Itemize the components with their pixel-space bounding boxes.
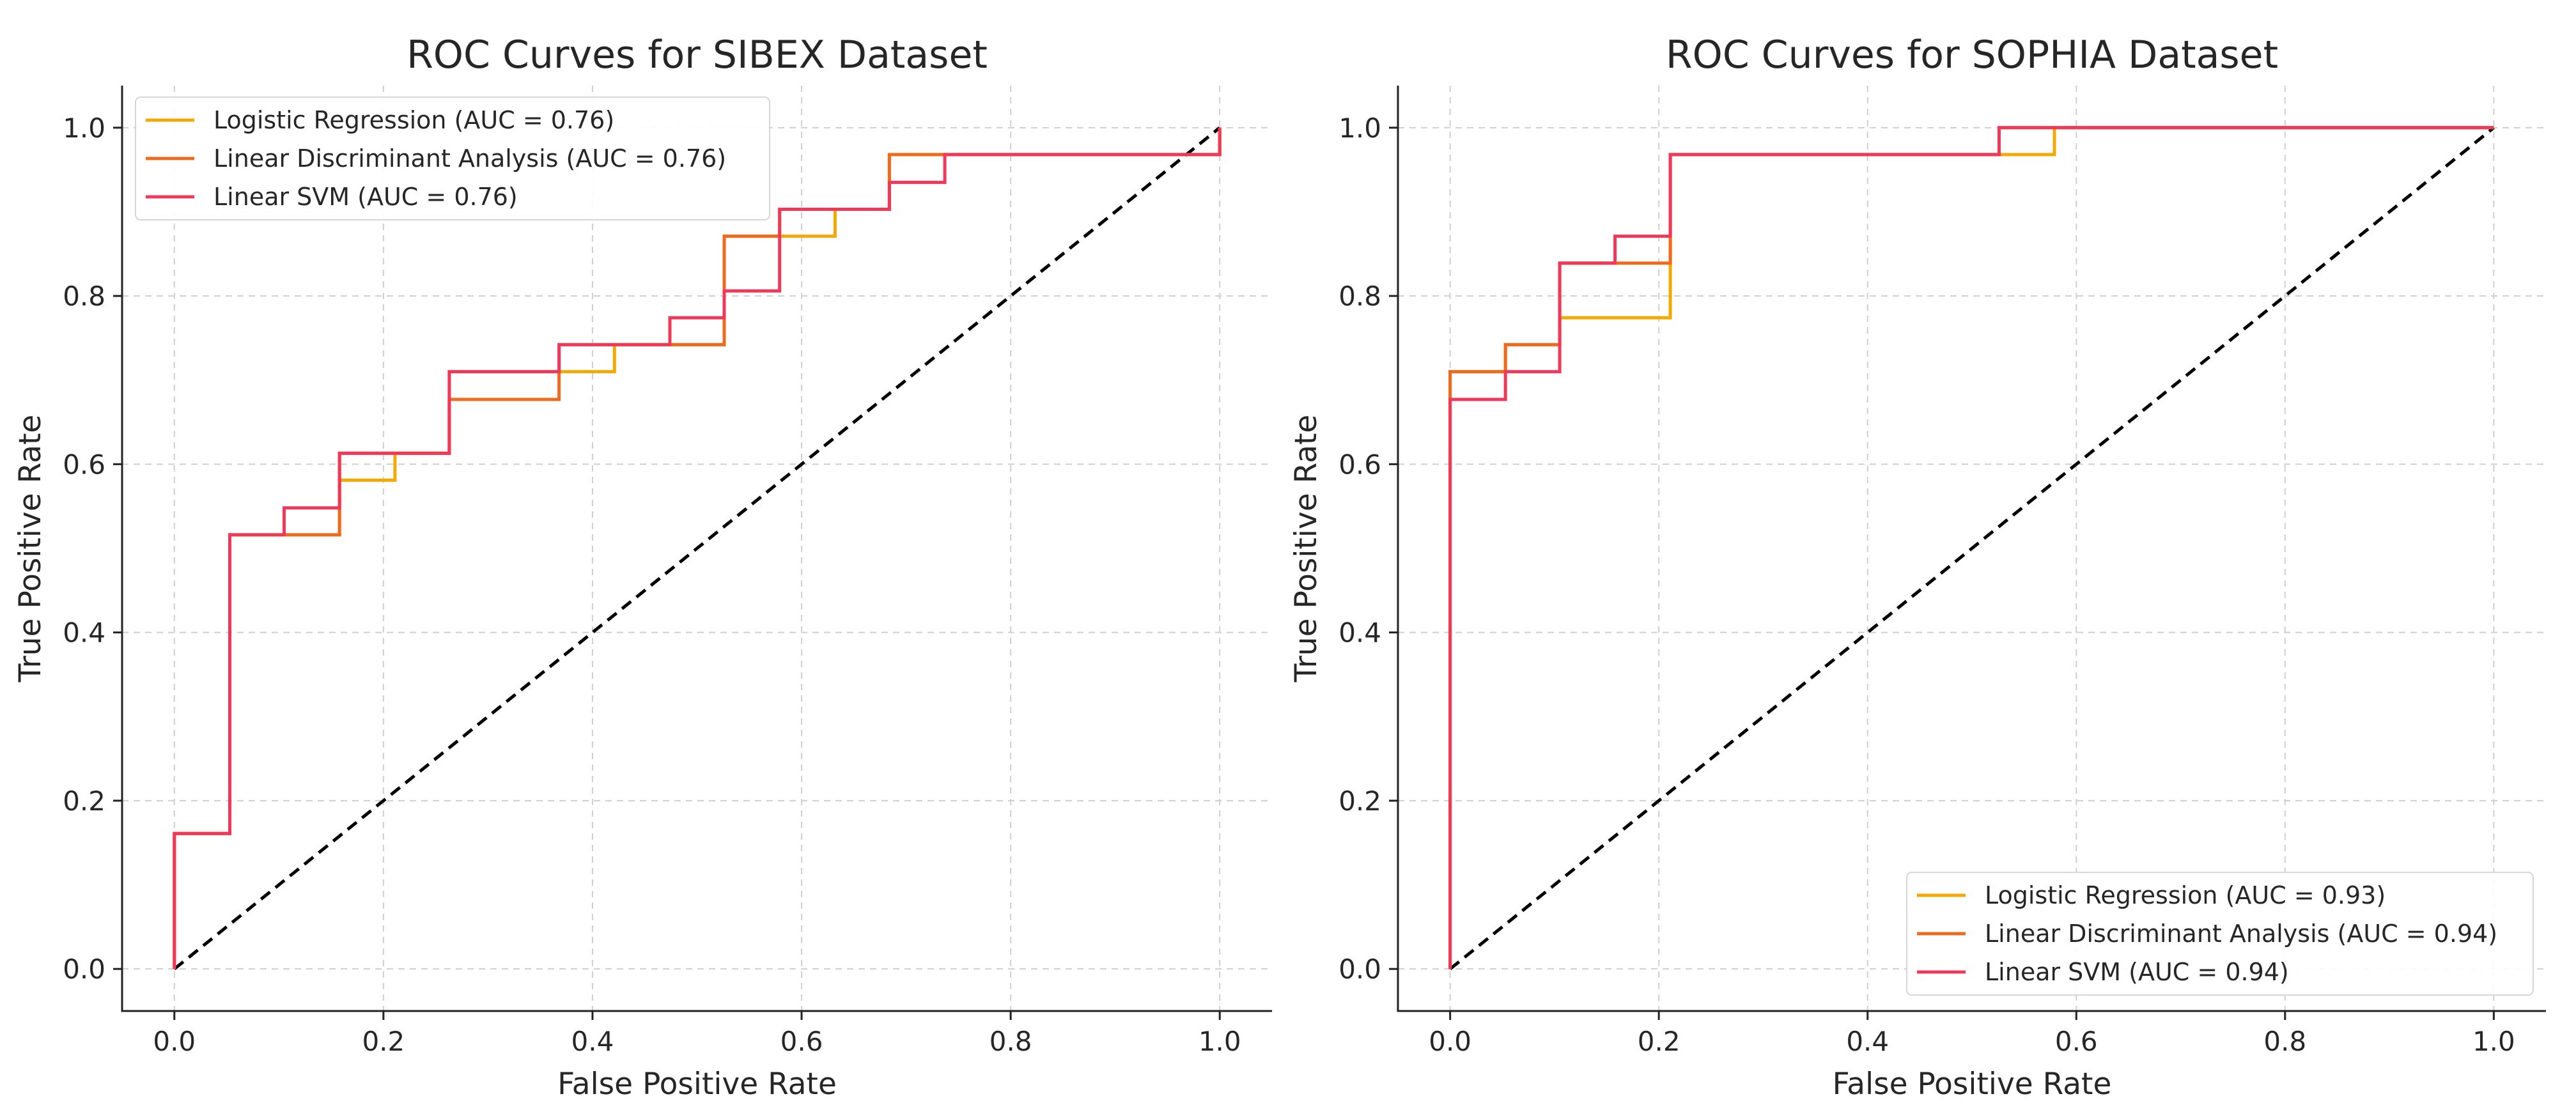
y-tick-label: 0.8: [1338, 281, 1381, 312]
legend-box: [135, 96, 770, 220]
y-tick-label: 0.2: [1338, 785, 1381, 817]
y-tick-label: 0.0: [1338, 953, 1381, 985]
y-tick-label: 0.4: [1338, 617, 1381, 649]
x-tick-label: 0.8: [2263, 1026, 2306, 1057]
x-tick-label: 0.0: [1429, 1026, 1471, 1057]
axis-spines: [1397, 86, 2546, 1012]
chart-title: ROC Curves for SOPHIA Dataset: [1666, 33, 2278, 77]
x-tick-label: 0.4: [1846, 1026, 1889, 1057]
x-tick-label: 1.0: [2472, 1026, 2515, 1057]
y-tick-label: 0.0: [63, 953, 105, 985]
x-tick-label: 0.4: [571, 1026, 614, 1057]
legend-entry-label: Logistic Regression (AUC = 0.93): [1985, 881, 2386, 909]
chance-diagonal-line: [173, 126, 1221, 971]
y-tick-label: 0.6: [63, 449, 105, 480]
legend-entry-label: Linear SVM (AUC = 0.94): [1985, 958, 2289, 986]
sophia-roc-chart: 0.0 0.2 0.4 0.6 0.8 1.0 0.0 0.2 0.4 0.6 0.8 1.0 ROC …: [1289, 33, 2546, 1102]
x-tick-label: 1.0: [1199, 1026, 1241, 1057]
roc-curve-linear-svm: [173, 127, 1222, 969]
x-tick-label: 0.6: [780, 1026, 823, 1057]
chance-diagonal-line: [1449, 126, 2495, 971]
sibex-roc-chart: 0.0 0.2 0.4 0.6 0.8 1.0 0.0 0.2 0.4 0.6 0.8 1.0 ROC …: [13, 33, 1272, 1102]
legend-entry-label: Linear Discriminant Analysis (AUC = 0.76…: [213, 144, 726, 173]
legend-box: [1906, 872, 2534, 996]
legend-entry-label: Linear SVM (AUC = 0.76): [213, 183, 518, 211]
y-tick-label: 1.0: [1338, 112, 1381, 144]
x-tick-label: 0.2: [362, 1026, 405, 1057]
roc-curve-linear-svm: [1448, 126, 2494, 969]
y-tick-label: 0.4: [63, 617, 105, 649]
y-tick-label: 1.0: [63, 112, 105, 144]
y-axis-label: True Positive Rate: [13, 415, 48, 683]
x-tick-label: 0.0: [153, 1026, 196, 1057]
x-tick-label: 0.8: [989, 1026, 1032, 1057]
legend-entry-label: Logistic Regression (AUC = 0.76): [213, 106, 614, 134]
y-tick-label: 0.2: [63, 785, 105, 817]
x-axis-label: False Positive Rate: [557, 1067, 837, 1102]
legend-entry-label: Linear Discriminant Analysis (AUC = 0.94…: [1985, 920, 2497, 948]
axis-spines: [121, 86, 1272, 1012]
legend: Logistic Regression (AUC = 0.76) Linear D…: [135, 96, 770, 220]
x-tick-label: 0.6: [2055, 1026, 2098, 1057]
x-tick-label: 0.2: [1638, 1026, 1680, 1057]
y-axis-label: True Positive Rate: [1289, 415, 1324, 683]
chart-title: ROC Curves for SIBEX Dataset: [407, 33, 988, 77]
y-tick-label: 0.6: [1338, 449, 1381, 480]
legend: Logistic Regression (AUC = 0.93) Linear D…: [1906, 872, 2534, 996]
y-tick-label: 0.8: [63, 281, 105, 312]
x-axis-label: False Positive Rate: [1833, 1067, 2112, 1102]
